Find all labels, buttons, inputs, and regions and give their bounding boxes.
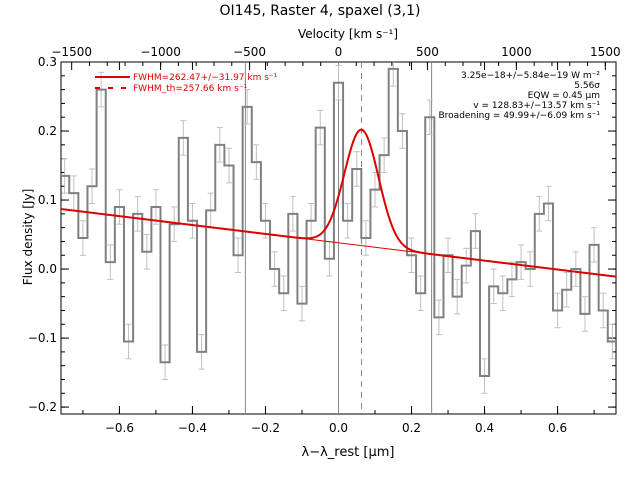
- top-tick-label: −1500: [51, 45, 92, 59]
- y-tick-label: 0.0: [38, 262, 57, 276]
- x-tick-label: −0.6: [105, 421, 134, 435]
- fit-annotation: EQW = 0.45 μm: [528, 91, 600, 101]
- top-tick-label: 1500: [590, 45, 621, 59]
- x-axis-label: λ−λ_rest [μm]: [302, 445, 395, 460]
- fit-annotation: Broadening = 49.99+/−6.09 km s⁻¹: [439, 111, 601, 121]
- x-tick-label: 0.6: [548, 421, 567, 435]
- spectrum-step-line: [61, 67, 616, 378]
- y-tick-label: −0.1: [28, 331, 57, 345]
- top-tick-label: −500: [233, 45, 266, 59]
- fit-annotation: v = 128.83+/−13.57 km s⁻¹: [473, 101, 600, 111]
- legend: FWHM=262.47+/−31.97 km s⁻¹FWHM_th=257.66…: [95, 73, 278, 94]
- y-tick-label: 0.3: [38, 55, 57, 69]
- x-tick-label: 0.2: [402, 421, 421, 435]
- x-tick-label: 0.4: [475, 421, 494, 435]
- y-tick-label: 0.2: [38, 124, 57, 138]
- top-tick-label: 1000: [501, 45, 532, 59]
- fit-annotation: 5.56σ: [574, 81, 600, 91]
- top-tick-label: −1000: [140, 45, 181, 59]
- x-tick-label: −0.2: [251, 421, 280, 435]
- legend-label: FWHM_th=257.66 km s⁻¹: [133, 84, 248, 94]
- y-tick-label: −0.2: [28, 400, 57, 414]
- x-tick-label: 0.0: [329, 421, 348, 435]
- gaussian-fit-line: [61, 128, 616, 278]
- fit-annotation: 3.25e−18+/−5.84e−19 W m⁻²: [461, 71, 600, 81]
- y-axis-label: Flux density [Jy]: [21, 189, 35, 286]
- top-tick-label: 0: [335, 45, 343, 59]
- top-tick-label: 500: [416, 45, 439, 59]
- x-tick-label: −0.4: [178, 421, 207, 435]
- top-axis-label: Velocity [km s⁻¹]: [298, 27, 398, 41]
- legend-label: FWHM=262.47+/−31.97 km s⁻¹: [133, 73, 278, 83]
- chart-title: OI145, Raster 4, spaxel (3,1): [220, 3, 421, 19]
- plot-area: −0.6 −0.4 −0.2 0.0 0.2 0.4 0.6 −1500 −1000 −500 0 5…: [28, 45, 621, 435]
- y-tick-label: 0.1: [38, 193, 57, 207]
- data-layer: [61, 62, 616, 394]
